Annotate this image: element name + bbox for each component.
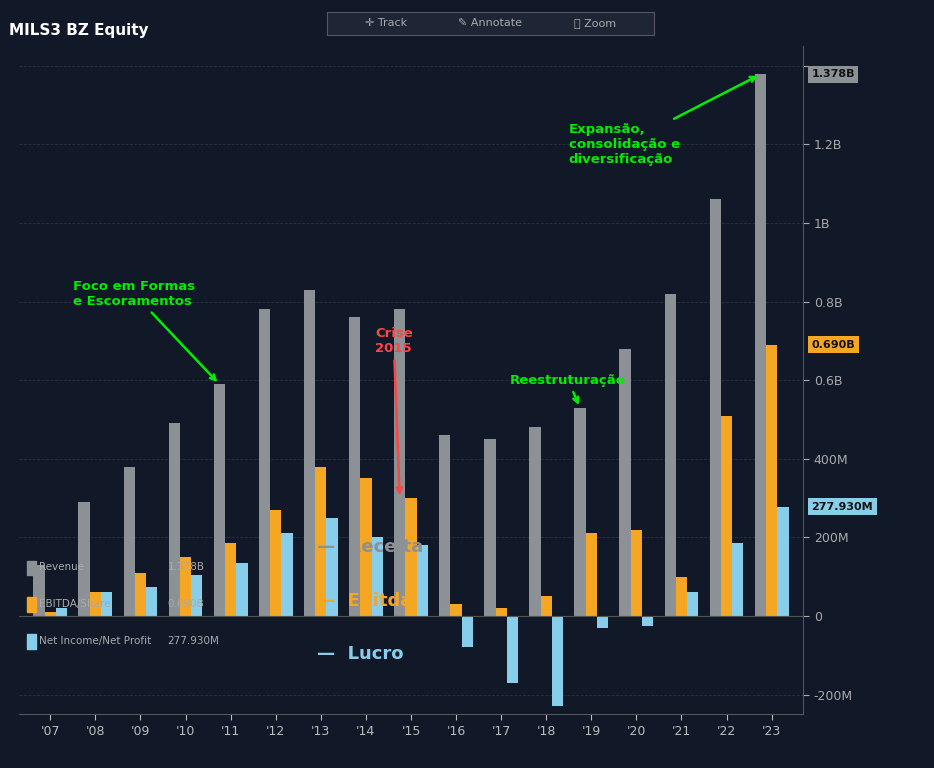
Bar [259,310,270,616]
Bar [541,596,552,616]
Bar [484,439,496,616]
Bar [574,408,586,616]
Bar [270,510,281,616]
Text: Net Income/Net Profit: Net Income/Net Profit [39,636,151,646]
Bar [214,384,225,616]
Bar [732,543,743,616]
Bar [777,507,788,616]
Text: Foco em Formas
e Escoramentos: Foco em Formas e Escoramentos [73,280,216,380]
Text: 🔍 Zoom: 🔍 Zoom [573,18,616,28]
Bar [90,592,101,616]
Text: 277.930M: 277.930M [812,502,873,511]
Bar [710,200,721,616]
Bar [236,563,248,616]
Bar [315,467,326,616]
Bar [405,498,417,616]
Bar [496,608,507,616]
Text: 0.690B: 0.690B [168,599,205,609]
Bar [225,543,236,616]
Bar [26,598,35,612]
Bar [676,577,687,616]
Bar [349,317,361,616]
Bar [766,345,777,616]
Bar [101,592,112,616]
Bar [755,74,766,616]
Bar [687,592,699,616]
Text: —  Ebitda: — Ebitda [317,591,412,610]
Bar [586,534,597,616]
Bar [439,435,450,616]
Bar [134,573,146,616]
Bar [642,616,653,626]
Bar [361,478,372,616]
Text: Crise
2015: Crise 2015 [375,327,413,492]
Bar [394,310,405,616]
Bar [665,293,676,616]
Bar [123,467,134,616]
Bar [450,604,461,616]
Text: EBITDA/Share: EBITDA/Share [39,599,110,609]
Bar [26,561,35,575]
Bar [34,565,45,616]
Text: Expansão,
consolidação e
diversificação: Expansão, consolidação e diversificação [569,77,756,166]
Text: ✛ Track: ✛ Track [364,18,407,28]
Bar [191,574,203,616]
Text: —  Lucro: — Lucro [317,645,403,663]
Bar [304,290,315,616]
Bar [78,502,90,616]
Text: —  Receita: — Receita [317,538,423,556]
Bar [630,529,642,616]
Text: 0.690B: 0.690B [812,339,856,349]
Bar [552,616,563,707]
Text: 1.378B: 1.378B [168,562,205,572]
Bar [597,616,608,627]
Bar [56,608,67,616]
Bar [26,634,35,649]
Bar [619,349,630,616]
Text: Reestruturação: Reestruturação [510,374,626,402]
Text: Revenue: Revenue [39,562,84,572]
Bar [146,587,157,616]
Bar [169,423,180,616]
Text: 1.378B: 1.378B [812,69,855,79]
Text: MILS3 BZ Equity: MILS3 BZ Equity [9,23,149,38]
Bar [417,545,428,616]
Text: ✎ Annotate: ✎ Annotate [459,18,522,28]
Bar [530,427,541,616]
Bar [281,534,292,616]
Bar [507,616,518,683]
Bar [461,616,473,647]
Bar [180,557,191,616]
Bar [372,538,383,616]
Bar [326,518,338,616]
Bar [721,415,732,616]
Bar [45,612,56,616]
Text: 277.930M: 277.930M [168,636,219,646]
